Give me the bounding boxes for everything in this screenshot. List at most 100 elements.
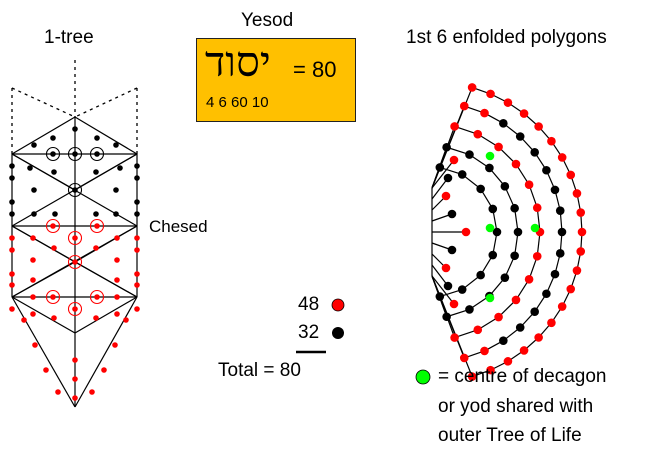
gematria-value: = 80 (293, 57, 337, 82)
red-yod-ring (45, 289, 61, 305)
red-yod-ring (89, 289, 105, 305)
tree-path (11, 296, 76, 334)
legend-line-2: or yod shared with (438, 396, 594, 417)
red-tally-dot-outline (331, 298, 345, 312)
red-yod (93, 315, 99, 321)
red-yod (30, 235, 36, 241)
black-yod (72, 187, 78, 193)
polygon-yod (486, 365, 495, 375)
polygon-yod (494, 312, 503, 322)
polygon-yod (492, 227, 502, 237)
polygon-yod (449, 155, 459, 165)
polygon-edge (431, 275, 455, 305)
red-yod (51, 245, 57, 251)
polygon-yod (457, 170, 467, 179)
red-yod (50, 294, 56, 300)
polygon-yod (576, 247, 586, 256)
polygon-yod (435, 163, 445, 172)
red-yod (114, 235, 120, 241)
black-yod-count: 32 (298, 322, 320, 343)
polygon-yod (500, 182, 510, 191)
tree-path (74, 296, 138, 334)
tree-dashed-path (11, 87, 76, 118)
decagon-centre (485, 293, 495, 303)
red-yod (134, 235, 140, 241)
polygon-yod (550, 185, 560, 195)
red-yod (94, 223, 100, 229)
polygon-yod (499, 336, 508, 345)
polygon-yod (513, 227, 523, 237)
polygon-yod (511, 295, 521, 305)
polygon-yod (442, 142, 451, 152)
legend-green-dot-outline (415, 369, 431, 385)
red-yod (72, 306, 78, 312)
polygon-yod (557, 153, 567, 162)
red-yod (123, 317, 129, 323)
red-yod (55, 389, 61, 395)
tree-path (11, 116, 76, 155)
polygon-yod (510, 251, 519, 261)
polygon-yod (447, 245, 457, 255)
polygon-yod (461, 227, 471, 237)
black-yod (94, 135, 100, 141)
red-yod (30, 294, 36, 300)
polygon-yod (485, 163, 494, 173)
polygon-yod (550, 269, 560, 279)
polygon-edge (431, 159, 455, 189)
red-yod (72, 259, 78, 265)
red-yod (134, 306, 140, 312)
black-yod (113, 211, 119, 217)
red-yod-ring (67, 254, 83, 270)
polygon-yod (530, 147, 539, 157)
red-yod (94, 294, 100, 300)
polygon-yod (566, 170, 576, 180)
polygon-yod (566, 284, 576, 294)
black-yod (50, 151, 56, 157)
polygon-yod (459, 101, 469, 111)
polygon-yod (524, 275, 534, 284)
red-yod (30, 311, 36, 317)
polygon-yod (515, 323, 525, 332)
legend-line-1: = centre of decagon (438, 366, 607, 387)
polygon-yod (486, 89, 495, 99)
red-yod (32, 342, 38, 348)
tree-path (11, 261, 76, 298)
polygon-yod (494, 142, 503, 152)
red-yod (72, 395, 78, 401)
red-yod (50, 223, 56, 229)
polygon-yod (443, 173, 453, 183)
tree-dashed-path (74, 87, 138, 118)
tree-of-life-lines (11, 116, 138, 408)
red-yod (72, 376, 78, 382)
polygon-yod (459, 353, 469, 363)
polygon-yod (534, 122, 543, 131)
polygon-yod (449, 299, 459, 309)
red-yod (51, 315, 57, 321)
black-yod (93, 211, 99, 217)
red-yod-ring (67, 301, 83, 317)
red-yod-count: 48 (298, 294, 320, 315)
polygon-yod (457, 285, 467, 294)
red-yod (21, 317, 27, 323)
polygon-yod (576, 208, 586, 217)
red-tally-dot (332, 299, 344, 311)
red-yod-ring (89, 218, 105, 234)
black-yod (9, 175, 15, 181)
polygon-yod (519, 109, 529, 118)
black-yod (134, 163, 140, 169)
polygon-yod (465, 150, 474, 159)
black-yod-ring (67, 182, 83, 198)
polygon-yod (510, 203, 519, 213)
polygon-yod (467, 83, 477, 92)
black-yod (93, 169, 99, 175)
polygon-edge (431, 177, 449, 200)
polygon-yod (511, 159, 521, 169)
polygon-yod (572, 189, 582, 198)
red-yod (134, 282, 140, 288)
black-yod (9, 211, 15, 217)
polygon-yod (577, 227, 587, 237)
polygon-yod (547, 318, 556, 328)
polygon-yod (443, 281, 453, 291)
polygon-yod (557, 302, 567, 311)
